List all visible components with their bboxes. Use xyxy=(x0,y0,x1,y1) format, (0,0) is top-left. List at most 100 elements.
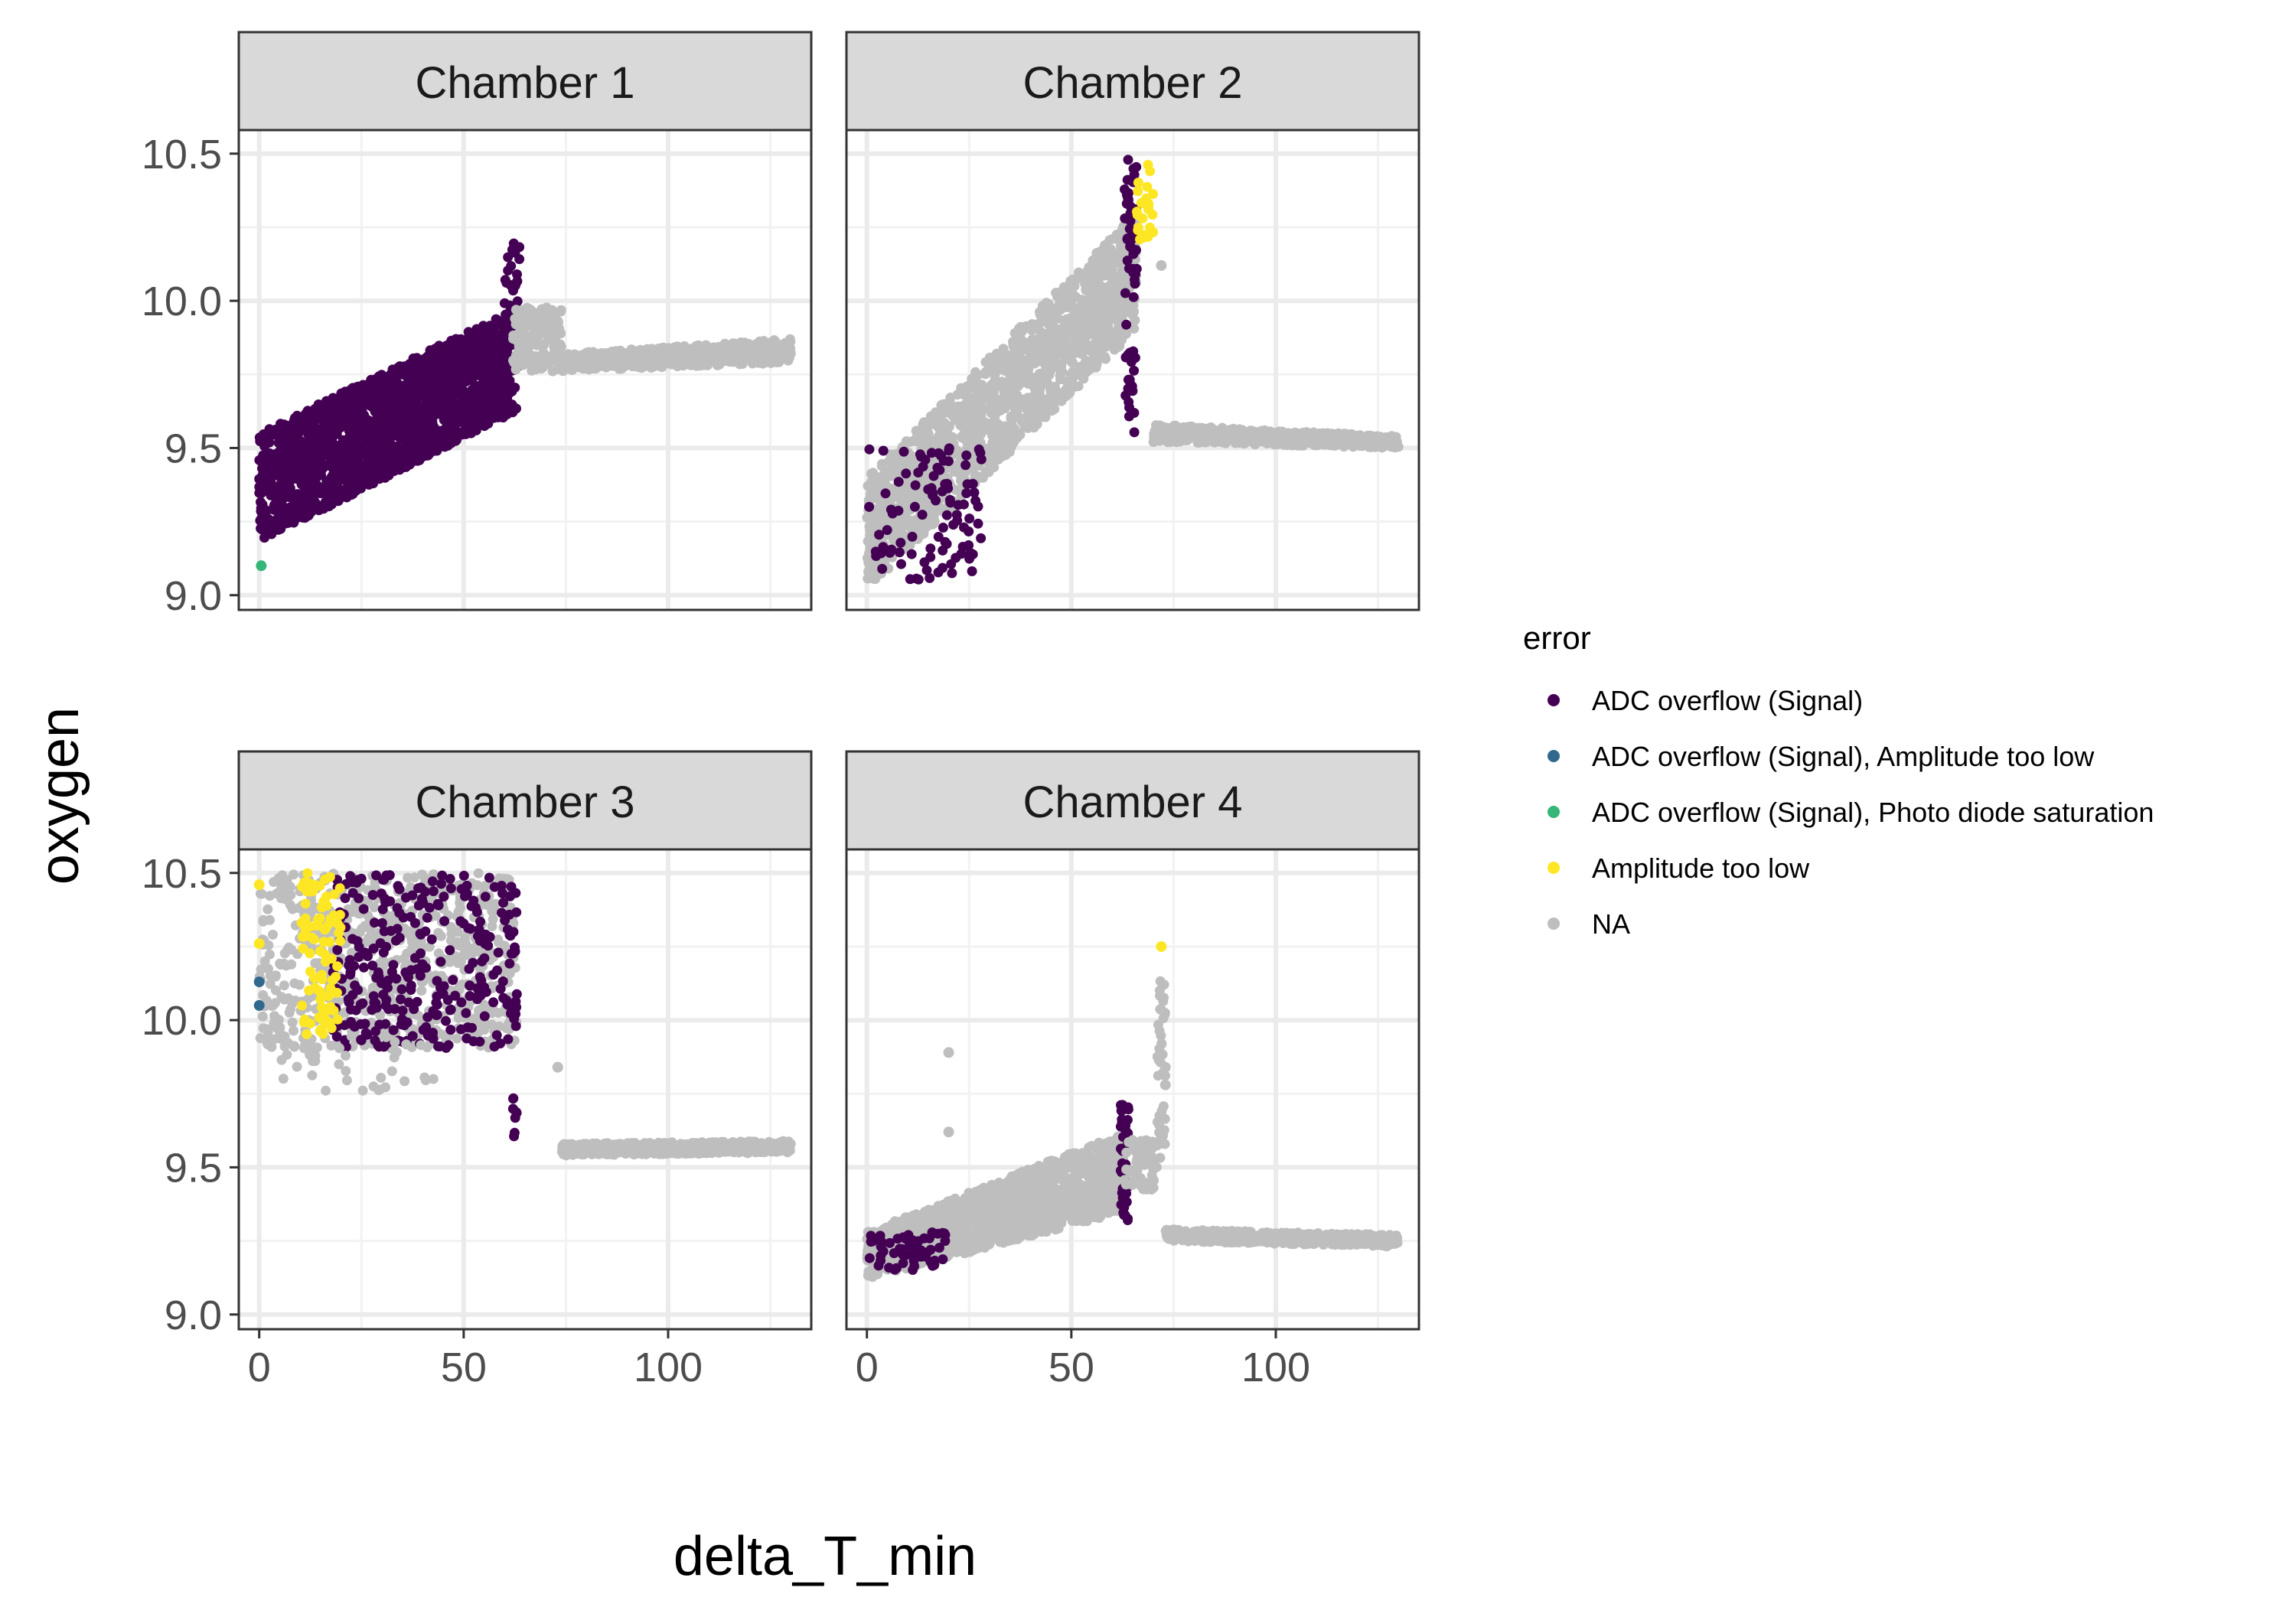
data-point xyxy=(333,441,343,451)
data-point xyxy=(1075,302,1086,312)
data-point xyxy=(1142,181,1153,192)
data-point xyxy=(1355,435,1366,446)
data-point xyxy=(1070,292,1081,302)
data-point xyxy=(962,479,973,490)
data-point xyxy=(461,376,471,387)
data-point xyxy=(1060,297,1071,308)
data-point xyxy=(375,431,386,442)
data-point xyxy=(706,343,716,354)
data-point xyxy=(285,469,295,480)
y-tick-label: 9.5 xyxy=(165,425,222,471)
data-point xyxy=(367,396,377,406)
data-point xyxy=(1102,335,1112,346)
data-point xyxy=(497,412,508,423)
data-point xyxy=(1026,403,1036,414)
data-point xyxy=(976,407,987,418)
data-point xyxy=(318,429,328,439)
data-point xyxy=(367,449,377,460)
data-point xyxy=(401,461,412,471)
data-point xyxy=(514,254,525,265)
data-point xyxy=(1015,347,1026,357)
points-chamber-1 xyxy=(254,238,796,572)
data-point xyxy=(341,435,352,445)
data-point xyxy=(995,399,1006,409)
data-point xyxy=(872,481,883,492)
data-point xyxy=(1296,439,1307,450)
data-point xyxy=(970,495,981,506)
data-point xyxy=(1129,365,1140,376)
data-point xyxy=(1127,351,1137,362)
data-point xyxy=(501,403,512,413)
data-point xyxy=(1172,428,1183,438)
data-point xyxy=(261,523,272,534)
data-point xyxy=(953,500,964,510)
data-point xyxy=(705,356,715,367)
data-point xyxy=(864,501,875,512)
data-point xyxy=(276,484,287,495)
data-point xyxy=(320,400,331,411)
data-point xyxy=(349,399,360,410)
data-point xyxy=(976,533,987,543)
data-point xyxy=(465,352,476,362)
data-point xyxy=(1121,319,1132,330)
data-point xyxy=(540,327,551,337)
data-point xyxy=(943,483,954,494)
data-point xyxy=(967,566,977,576)
data-point xyxy=(416,383,426,394)
data-point xyxy=(1043,318,1054,329)
data-point xyxy=(1081,364,1091,375)
data-point xyxy=(274,494,284,504)
data-point xyxy=(1234,430,1245,441)
data-point xyxy=(400,384,409,395)
data-point xyxy=(938,562,948,573)
data-point xyxy=(339,484,350,495)
data-point xyxy=(310,503,321,513)
data-point xyxy=(728,357,738,367)
data-point xyxy=(1026,349,1036,360)
data-point xyxy=(256,560,267,572)
data-point xyxy=(497,372,507,383)
data-point xyxy=(509,354,520,365)
data-point xyxy=(328,432,338,442)
data-point xyxy=(755,351,766,362)
data-point xyxy=(1043,405,1054,416)
data-point xyxy=(1081,328,1091,339)
data-point xyxy=(946,559,957,569)
data-point xyxy=(499,298,510,308)
data-point xyxy=(619,347,630,358)
data-point xyxy=(323,447,334,458)
data-point xyxy=(742,341,753,352)
data-point xyxy=(275,453,285,464)
data-point xyxy=(409,413,420,424)
data-point xyxy=(379,459,390,469)
data-point xyxy=(959,522,969,533)
data-point xyxy=(1145,166,1156,177)
data-point xyxy=(911,573,921,584)
data-point xyxy=(355,474,366,485)
data-point xyxy=(1283,428,1293,438)
data-point xyxy=(896,559,906,569)
data-point xyxy=(255,515,266,526)
data-point xyxy=(1372,438,1383,448)
data-point xyxy=(265,455,276,465)
data-point xyxy=(347,464,358,475)
data-point xyxy=(943,456,954,467)
data-point xyxy=(1001,349,1012,360)
data-point xyxy=(354,425,365,435)
data-point xyxy=(1038,308,1049,319)
panel-chamber-3: Chamber 39.09.510.010.50 50 100 xyxy=(142,750,813,1390)
data-point xyxy=(589,352,600,362)
data-point xyxy=(1114,341,1124,352)
data-point xyxy=(963,416,974,426)
data-point xyxy=(1051,311,1061,322)
data-point xyxy=(996,444,1006,455)
data-point xyxy=(1062,390,1073,400)
data-point xyxy=(491,399,502,409)
data-point xyxy=(948,520,959,530)
data-point xyxy=(478,403,488,413)
data-point xyxy=(511,317,522,328)
data-point xyxy=(377,419,387,430)
data-point xyxy=(670,345,681,356)
data-point xyxy=(987,429,997,439)
data-point xyxy=(1130,275,1140,285)
